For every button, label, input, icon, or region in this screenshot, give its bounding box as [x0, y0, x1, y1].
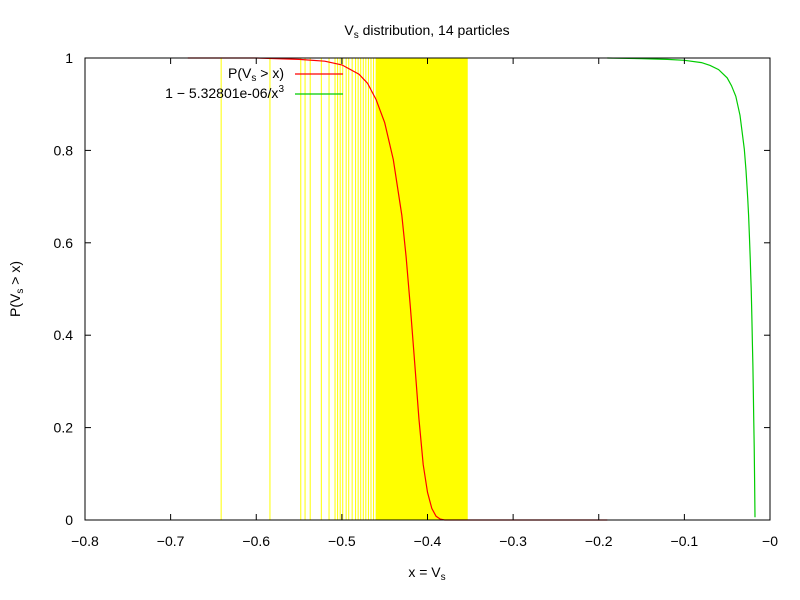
- y-axis-label: P(Vs > x): [7, 261, 26, 317]
- distribution-curve: [187, 57, 608, 521]
- sample-lines-layer: [220, 58, 468, 520]
- x-tick-label: −0.8: [71, 533, 99, 549]
- x-tick-label: −0.5: [328, 533, 356, 549]
- y-axis-ticks: 0 0.2 0.4 0.6 0.8 1: [54, 50, 770, 528]
- y-tick-label: 0.4: [54, 327, 74, 343]
- legend-label: 1 − 5.32801e-06/x3: [165, 84, 284, 101]
- chart-title: Vs distribution, 14 particles: [344, 22, 509, 41]
- sample-band: [376, 58, 468, 520]
- x-tick-label: −0.2: [585, 533, 613, 549]
- x-tick-label: −0: [762, 533, 778, 549]
- curves-layer: [187, 57, 756, 521]
- fit-curve: [607, 57, 756, 518]
- legend: P(Vs > x)1 − 5.32801e-06/x3: [165, 65, 343, 101]
- x-axis-label: x = Vs: [408, 564, 445, 583]
- x-axis-ticks: −0.8 −0.7 −0.6 −0.5 −0.4 −0.3 −0.2 −0.1 −0: [71, 58, 778, 549]
- y-tick-label: 0.6: [54, 235, 74, 251]
- y-tick-label: 1: [65, 50, 73, 66]
- y-tick-label: 0: [65, 512, 73, 528]
- x-tick-label: −0.6: [242, 533, 270, 549]
- x-tick-label: −0.3: [499, 533, 527, 549]
- x-tick-label: −0.4: [414, 533, 442, 549]
- y-tick-label: 0.2: [54, 420, 74, 436]
- x-tick-label: −0.7: [157, 533, 185, 549]
- y-tick-label: 0.8: [54, 142, 74, 158]
- legend-label: P(Vs > x): [228, 65, 284, 84]
- x-tick-label: −0.1: [671, 533, 699, 549]
